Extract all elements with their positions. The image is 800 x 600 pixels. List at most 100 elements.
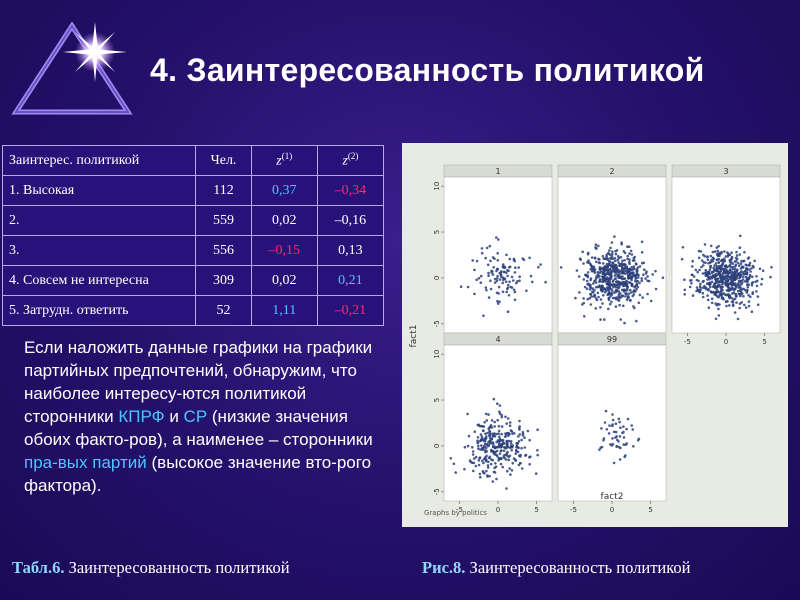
scatter-point bbox=[500, 270, 503, 273]
scatter-point bbox=[714, 291, 717, 295]
scatter-point bbox=[626, 417, 630, 421]
scatter-point bbox=[637, 274, 640, 277]
scatter-point bbox=[617, 286, 620, 290]
scatter-point bbox=[487, 444, 491, 447]
scatter-point bbox=[536, 449, 539, 452]
scatter-point bbox=[494, 453, 497, 456]
scatter-point bbox=[608, 302, 612, 306]
scatter-point bbox=[598, 448, 601, 451]
scatter-point bbox=[501, 465, 504, 469]
scatter-point bbox=[716, 277, 720, 281]
scatter-point bbox=[473, 292, 476, 296]
scatter-point bbox=[712, 274, 715, 277]
panel-title: 1 bbox=[495, 167, 500, 176]
scatter-point bbox=[714, 273, 717, 276]
scatter-point bbox=[520, 446, 523, 450]
scatter-panel: 2 bbox=[557, 164, 667, 334]
scatter-point bbox=[596, 270, 599, 274]
scatter-point bbox=[593, 257, 597, 260]
scatter-point bbox=[598, 258, 601, 261]
figure-footnote: Graphs by politics bbox=[424, 509, 487, 517]
scatter-point bbox=[642, 273, 645, 276]
scatter-point bbox=[491, 444, 495, 448]
scatter-point bbox=[505, 253, 508, 257]
scatter-point bbox=[734, 256, 738, 260]
scatter-point bbox=[528, 256, 531, 260]
scatter-point bbox=[488, 474, 491, 478]
scatter-point bbox=[509, 440, 513, 443]
scatter-point bbox=[727, 295, 731, 299]
scatter-point bbox=[492, 442, 495, 446]
scatter-point bbox=[612, 430, 616, 434]
scatter-point bbox=[484, 437, 488, 440]
scatter-point bbox=[508, 257, 512, 261]
scatter-point bbox=[632, 256, 636, 260]
row-label: 2. bbox=[1, 205, 197, 236]
scatter-point bbox=[725, 266, 729, 269]
scatter-point bbox=[534, 472, 538, 475]
scatter-point bbox=[728, 260, 732, 264]
scatter-point bbox=[738, 306, 741, 310]
scatter-point bbox=[496, 252, 499, 255]
scatter-point bbox=[478, 456, 481, 460]
scatter-point bbox=[619, 426, 622, 429]
scatter-point bbox=[507, 283, 510, 287]
scatter-point bbox=[743, 303, 746, 307]
scatter-point bbox=[510, 275, 514, 279]
scatter-point bbox=[607, 298, 611, 302]
scatter-point bbox=[518, 433, 522, 436]
scatter-point bbox=[739, 267, 743, 270]
header-interest: Заинтерес. политикой bbox=[1, 145, 197, 176]
scatter-point bbox=[626, 294, 630, 298]
scatter-point bbox=[591, 290, 594, 293]
scatter-point bbox=[581, 250, 584, 254]
scatter-point bbox=[505, 444, 509, 448]
scatter-point bbox=[582, 297, 585, 300]
scatter-point bbox=[607, 251, 610, 255]
scatter-point bbox=[494, 446, 497, 450]
scatter-point bbox=[506, 274, 509, 278]
scatter-point bbox=[718, 251, 721, 255]
scatter-point bbox=[479, 439, 482, 443]
scatter-point bbox=[740, 288, 744, 291]
scatter-point bbox=[629, 288, 632, 292]
scatter-point bbox=[691, 259, 694, 263]
scatter-point bbox=[483, 421, 486, 424]
scatter-point bbox=[612, 264, 616, 268]
scatter-point bbox=[477, 463, 481, 467]
panel-plot-area bbox=[443, 344, 553, 502]
scatter-point bbox=[633, 285, 636, 289]
scatter-point bbox=[619, 292, 622, 295]
scatter-point bbox=[477, 459, 481, 462]
scatter-point bbox=[707, 275, 710, 278]
scatter-point bbox=[590, 256, 594, 259]
scatter-point bbox=[739, 294, 742, 298]
scatter-point bbox=[617, 299, 620, 302]
scatter-point bbox=[717, 307, 720, 311]
scatter-point bbox=[603, 318, 606, 321]
scatter-point bbox=[683, 278, 686, 281]
scatter-point bbox=[489, 439, 492, 443]
scatter-point bbox=[603, 270, 607, 273]
scatter-point bbox=[723, 250, 726, 253]
scatter-point bbox=[710, 290, 713, 294]
scatter-point bbox=[708, 277, 711, 281]
scatter-point bbox=[630, 291, 633, 294]
scatter-point bbox=[494, 450, 497, 454]
scatter-point bbox=[736, 317, 740, 321]
scatter-point bbox=[770, 265, 773, 269]
scatter-point bbox=[755, 284, 759, 288]
scatter-point bbox=[706, 298, 710, 302]
scatter-point bbox=[694, 268, 698, 272]
sr-highlight: СР bbox=[183, 407, 208, 426]
scatter-point bbox=[617, 440, 620, 443]
scatter-point bbox=[595, 285, 598, 289]
scatter-point bbox=[486, 475, 489, 478]
scatter-point bbox=[691, 265, 694, 268]
scatter-point bbox=[489, 259, 492, 263]
scatter-point bbox=[620, 241, 623, 244]
scatter-point bbox=[513, 271, 517, 274]
scatter-point bbox=[609, 270, 612, 274]
scatter-point bbox=[589, 267, 592, 271]
scatter-point bbox=[539, 263, 542, 266]
